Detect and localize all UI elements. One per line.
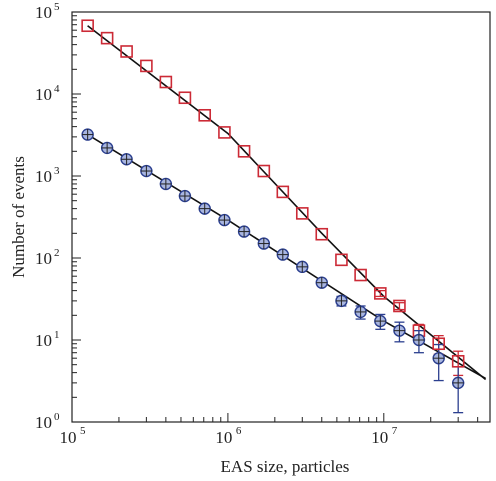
x-tick-exponent: 7 (392, 425, 398, 437)
square-marker (237, 145, 251, 158)
square-marker (159, 75, 173, 89)
fit-line (87, 25, 487, 381)
y-tick-label: 10 (35, 413, 52, 432)
y-tick-label: 10 (35, 167, 52, 186)
x-axis-ticks: 10 5 10 6 10 7 (60, 413, 479, 447)
square-marker (276, 185, 290, 199)
square-marker (218, 126, 231, 139)
plot-frame (71, 11, 491, 423)
y-tick-exponent: 1 (54, 329, 60, 341)
square-marker (120, 45, 133, 58)
square-marker (198, 108, 212, 122)
y-tick-label: 10 (35, 3, 52, 22)
square-marker (178, 91, 192, 105)
y-tick-exponent: 4 (54, 83, 60, 95)
square-marker (451, 354, 465, 368)
square-marker (140, 59, 153, 73)
square-marker (100, 31, 114, 45)
y-tick-exponent: 3 (54, 165, 60, 177)
y-tick-exponent: 0 (54, 411, 60, 423)
x-tick-label: 10 (215, 428, 232, 447)
y-axis-label: Number of events (9, 156, 28, 278)
x-tick-label: 10 (371, 428, 388, 447)
y-tick-label: 10 (35, 331, 52, 350)
fit-lines (87, 25, 487, 381)
y-tick-exponent: 5 (54, 1, 60, 13)
data-markers (81, 19, 465, 390)
x-tick-label: 10 (60, 428, 77, 447)
y-tick-label: 10 (35, 85, 52, 104)
x-tick-exponent: 5 (80, 425, 86, 437)
square-marker (257, 164, 271, 178)
square-marker (335, 253, 348, 267)
square-marker (432, 337, 446, 351)
x-axis-label: EAS size, particles (221, 457, 350, 476)
square-marker (295, 207, 309, 220)
y-tick-label: 10 (35, 249, 52, 268)
square-marker (354, 268, 367, 282)
y-tick-exponent: 2 (54, 247, 60, 259)
square-marker (81, 19, 94, 33)
square-marker (374, 287, 387, 300)
square-marker (393, 299, 406, 313)
square-marker (315, 227, 329, 241)
x-tick-exponent: 6 (236, 425, 242, 437)
